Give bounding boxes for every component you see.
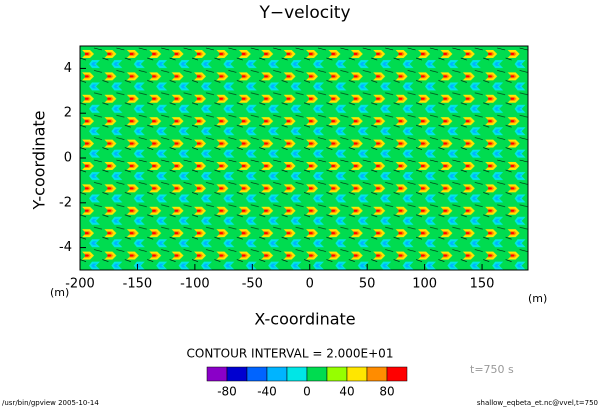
x-tick-label: 50	[359, 277, 376, 292]
y-axis-label: Y-coordinate	[30, 111, 49, 211]
colorbar-box	[346, 366, 368, 382]
colorbar-box	[366, 366, 388, 382]
x-tick-label: -200	[65, 277, 95, 292]
colorbar-label: 0	[303, 385, 311, 399]
y-tick-label: -2	[59, 195, 72, 210]
y-tick-label: 2	[64, 106, 72, 121]
y-tick-label: 0	[64, 151, 72, 166]
contour-field	[79, 45, 529, 271]
x-tick-label: 100	[412, 277, 437, 292]
footer-left: /usr/bin/gpview 2005-10-14	[2, 399, 99, 407]
x-tick-label: -100	[180, 277, 210, 292]
contour-interval: CONTOUR INTERVAL = 2.000E+01	[187, 347, 394, 361]
colorbar-box	[226, 366, 248, 382]
colorbar-label: 40	[339, 385, 354, 399]
footer-right: shallow_eqbeta_et.nc@vvel,t=750	[477, 399, 598, 407]
chart-title: Y−velocity	[258, 3, 350, 23]
colorbar-box	[206, 366, 228, 382]
colorbar-box	[286, 366, 308, 382]
colorbar-box	[326, 366, 348, 382]
colorbar-label: -40	[257, 385, 277, 399]
x-unit: (m)	[528, 292, 547, 305]
x-tick-label: -150	[123, 277, 153, 292]
x-axis-label: X-coordinate	[254, 310, 355, 329]
colorbar-label: -80	[217, 385, 237, 399]
colorbar-box	[306, 366, 328, 382]
y-unit: (m)	[50, 286, 69, 299]
x-tick-label: 150	[470, 277, 495, 292]
x-tick-label: -50	[242, 277, 263, 292]
colorbar-box	[266, 366, 288, 382]
colorbar-box	[246, 366, 268, 382]
y-tick-label: 4	[64, 61, 72, 76]
colorbar-box	[386, 366, 408, 382]
colorbar-label: 80	[379, 385, 394, 399]
y-tick-label: -4	[59, 240, 72, 255]
x-tick-label: 0	[306, 277, 314, 292]
time-label: t=750 s	[470, 363, 514, 376]
